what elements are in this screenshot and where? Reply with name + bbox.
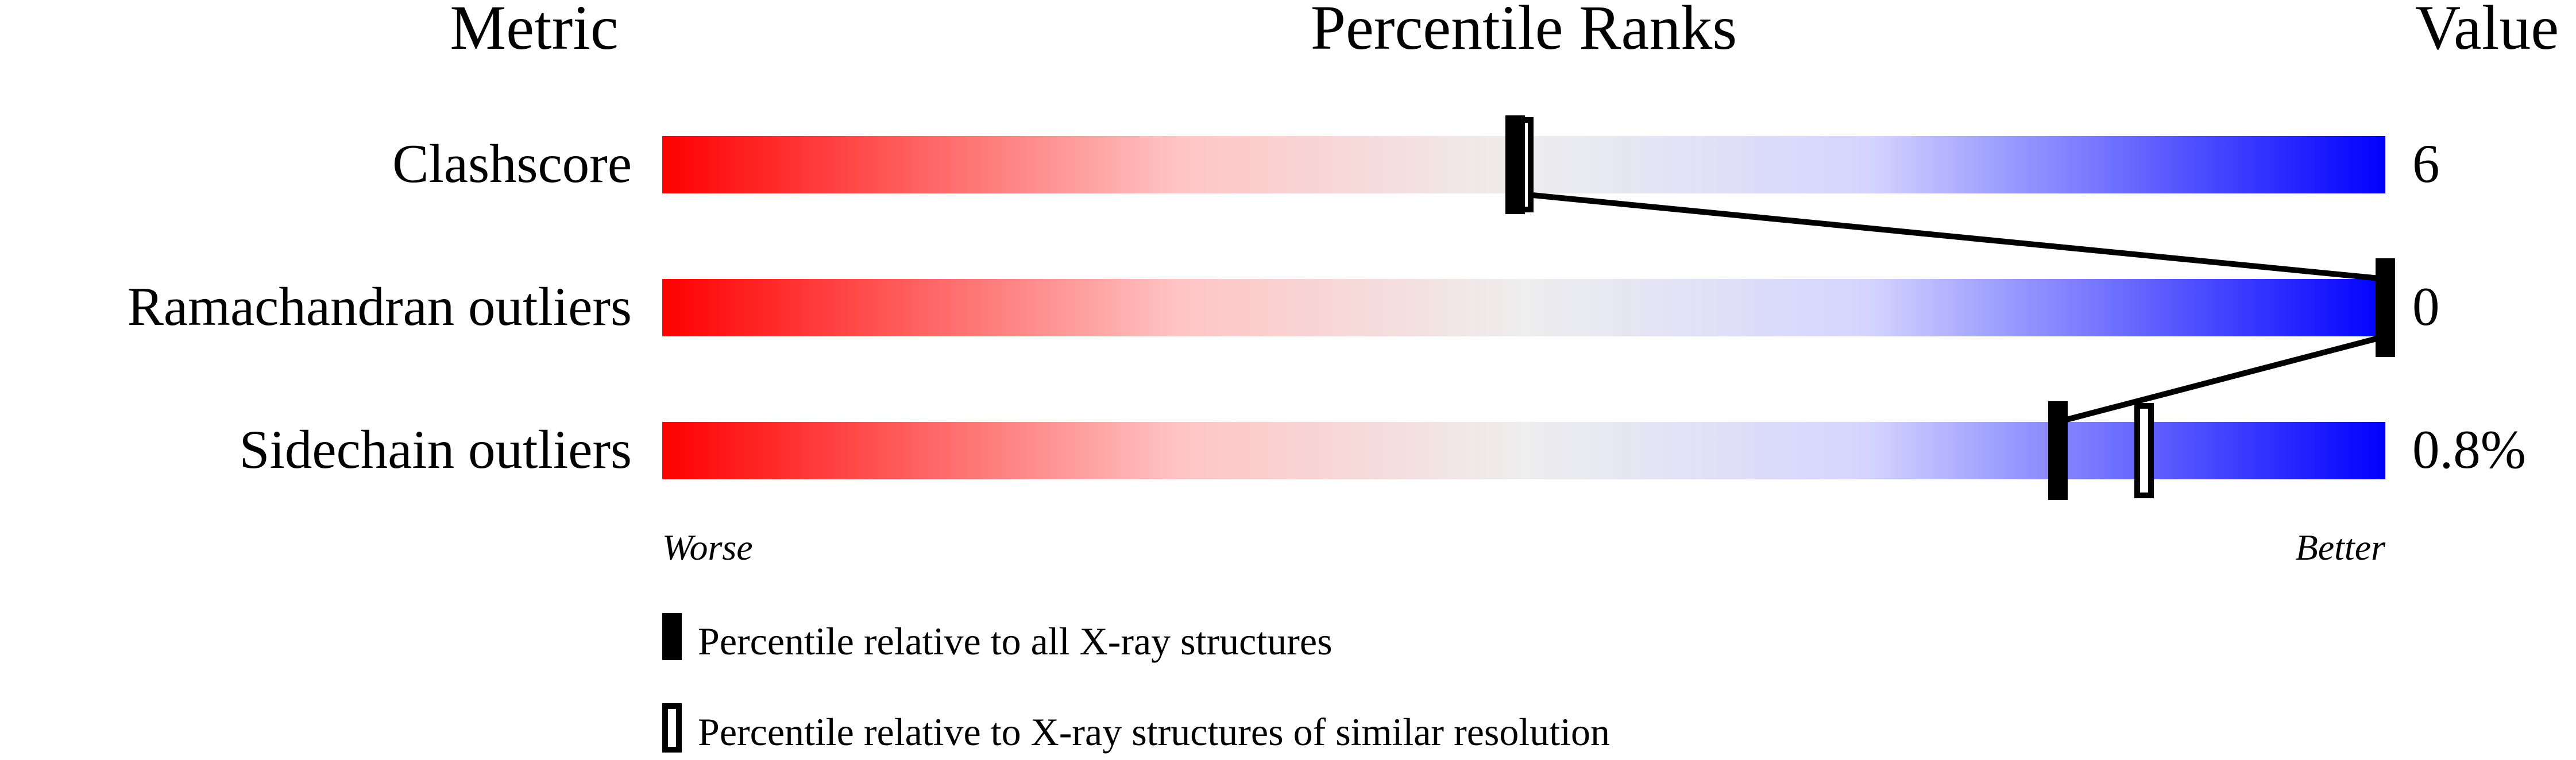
all-structures-marker (2048, 401, 2068, 500)
legend-similar-label: Percentile relative to X-ray structures … (698, 710, 1610, 754)
percentile-bar (662, 279, 2385, 336)
metric-value: 6 (2412, 133, 2440, 194)
connector-line (1515, 191, 2386, 282)
metric-label: Ramachandran outliers (128, 276, 632, 337)
connector-line (2057, 334, 2386, 425)
header-value: Value (2415, 0, 2559, 63)
legend-filled-marker-icon (662, 613, 682, 660)
legend-open-marker-icon (662, 703, 682, 753)
header-percentile-ranks: Percentile Ranks (1311, 0, 1737, 63)
metric-label: Clashscore (392, 133, 632, 194)
all-structures-marker (2376, 258, 2395, 357)
similar-resolution-marker (2134, 403, 2154, 498)
legend-all-label: Percentile relative to all X-ray structu… (698, 619, 1333, 663)
percentile-bar (662, 422, 2385, 479)
metric-label: Sidechain outliers (240, 419, 632, 480)
header-metric: Metric (450, 0, 618, 63)
metric-value: 0.8% (2412, 419, 2526, 480)
axis-worse-label: Worse (662, 527, 753, 568)
metric-value: 0 (2412, 276, 2440, 337)
all-structures-marker (1505, 115, 1525, 214)
axis-better-label: Better (2296, 527, 2386, 568)
